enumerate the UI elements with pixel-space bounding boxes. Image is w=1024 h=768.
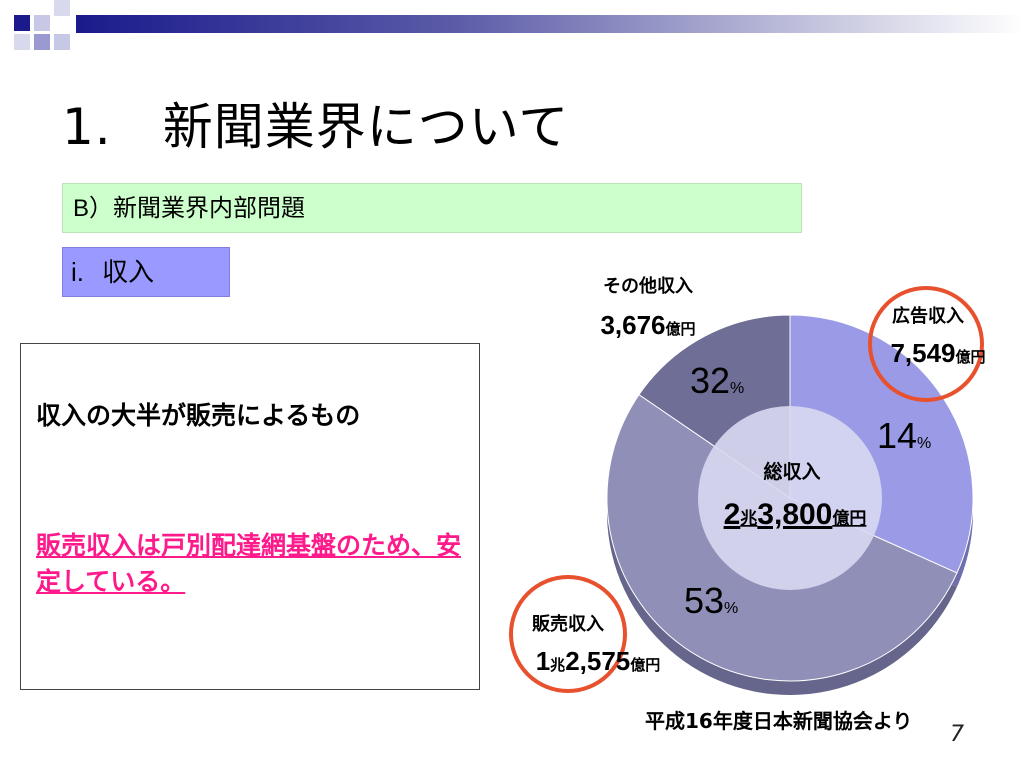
- section-text: 新聞業界内部問題: [113, 194, 306, 222]
- page-number: 7: [950, 722, 964, 747]
- deco-square: [14, 15, 30, 31]
- amount-unit-other: 億円: [666, 320, 696, 338]
- slice-amount-ad: 7,549億円: [890, 338, 985, 368]
- subsection-text: 収入: [102, 258, 155, 288]
- header-decoration: [0, 0, 80, 60]
- slice-amount-other: 3,676億円: [600, 310, 695, 340]
- percent-value-ad: 14: [877, 415, 917, 456]
- summary-textbox: [20, 343, 480, 690]
- percent-value-other: 32: [690, 360, 730, 401]
- deco-square: [14, 34, 30, 50]
- deco-square: [34, 15, 50, 31]
- section-heading: B）新聞業界内部問題: [62, 183, 802, 233]
- slide-title: 1. 新聞業界について: [62, 98, 570, 156]
- amount-unit-ad: 億円: [956, 348, 986, 366]
- deco-square: [54, 0, 70, 16]
- deco-square: [54, 34, 70, 50]
- total-main-2: 3,800: [757, 498, 832, 531]
- amount-value-ad: 7,549: [890, 338, 955, 368]
- percent-label-ad: 14%: [877, 415, 931, 456]
- slice-name-ad: 広告収入: [892, 305, 964, 327]
- percent-unit-sales: %: [724, 600, 738, 617]
- percent-unit-ad: %: [917, 435, 931, 452]
- total-unit-2: 億円: [832, 508, 866, 529]
- center-label: 総収入: [763, 460, 820, 483]
- percent-label-sales: 53%: [684, 580, 738, 621]
- pie-center-disc: [698, 406, 882, 590]
- slice-name-sales: 販売収入: [532, 613, 604, 635]
- percent-unit-other: %: [730, 380, 744, 397]
- subsection-heading: i. 収入: [62, 247, 230, 297]
- total-main-1: 2: [724, 498, 741, 531]
- slice-name-other: その他収入: [603, 275, 693, 297]
- amount-prefix-unit-sales: 兆: [550, 656, 565, 674]
- summary-highlight-point: 販売収入は戸別配達網基盤のため、安定している。: [36, 531, 462, 596]
- amount-unit-sales: 億円: [630, 656, 660, 674]
- center-total: 2兆3,800億円: [724, 498, 867, 531]
- amount-value-other: 3,676: [600, 310, 665, 340]
- amount-value-sales: 2,575: [565, 646, 630, 676]
- source-note: 平成16年度日本新聞協会より: [645, 709, 913, 733]
- section-label: B）: [73, 195, 114, 222]
- amount-prefix-sales: 1: [536, 646, 550, 676]
- deco-square: [34, 34, 50, 50]
- summary-main-point: 収入の大半が販売によるもの: [36, 401, 361, 430]
- percent-value-sales: 53: [684, 580, 724, 621]
- total-unit-1: 兆: [740, 509, 757, 529]
- ad-highlight-circle: [868, 286, 984, 402]
- sales-highlight-circle: [509, 575, 627, 693]
- percent-label-other: 32%: [690, 360, 744, 401]
- subsection-label: i.: [71, 257, 84, 287]
- header-gradient-bar: [76, 15, 1024, 33]
- slice-amount-sales: 1兆2,575億円: [536, 646, 661, 676]
